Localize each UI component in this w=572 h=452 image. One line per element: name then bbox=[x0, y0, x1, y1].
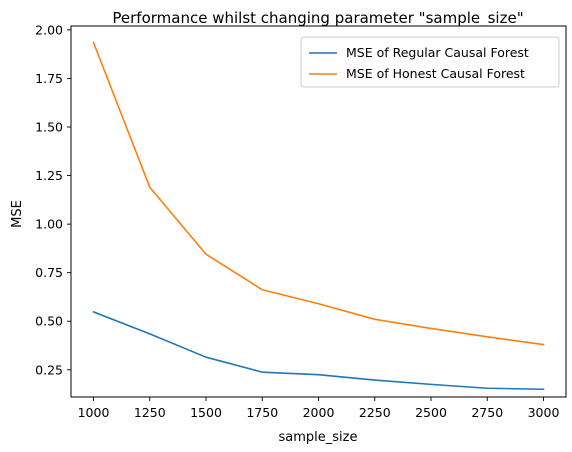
x-tick-label: 1500 bbox=[190, 405, 222, 420]
x-tick-label: 3000 bbox=[528, 405, 560, 420]
series-line-0 bbox=[92, 310, 545, 391]
chart-title: Performance whilst changing parameter "s… bbox=[112, 9, 523, 28]
x-tick-label: 2000 bbox=[303, 405, 335, 420]
x-tick-label: 2250 bbox=[359, 405, 391, 420]
x-axis: 1000 1250 1500 1750 2000 2250 2500 2750 3000 bbox=[78, 397, 560, 420]
x-axis-label: sample_size bbox=[279, 430, 358, 445]
x-tick-label: 1000 bbox=[78, 405, 110, 420]
series-layer bbox=[92, 41, 545, 391]
y-tick-label: 2.00 bbox=[35, 22, 63, 37]
legend-box bbox=[300, 36, 560, 88]
legend-label-regular: MSE of Regular Causal Forest bbox=[346, 45, 529, 60]
y-axis-label: MSE bbox=[10, 200, 25, 228]
x-tick-label: 2750 bbox=[471, 405, 503, 420]
legend-label-honest: MSE of Honest Causal Forest bbox=[346, 66, 525, 81]
y-tick-label: 0.75 bbox=[35, 265, 63, 280]
y-axis: 0.25 0.50 0.75 1.00 1.25 1.50 1.75 2.00 bbox=[35, 22, 71, 377]
y-tick-label: 0.25 bbox=[35, 362, 63, 377]
series-line-1 bbox=[92, 41, 545, 346]
y-tick-label: 1.00 bbox=[35, 217, 63, 232]
y-tick-label: 1.50 bbox=[35, 120, 63, 135]
y-tick-label: 0.50 bbox=[35, 314, 63, 329]
y-tick-label: 1.75 bbox=[35, 71, 63, 86]
x-tick-label: 1250 bbox=[134, 405, 166, 420]
x-tick-label: 1750 bbox=[246, 405, 278, 420]
x-tick-label: 2500 bbox=[415, 405, 447, 420]
y-tick-label: 1.25 bbox=[35, 168, 63, 183]
legend: MSE of Regular Causal Forest MSE of Hone… bbox=[300, 36, 560, 88]
